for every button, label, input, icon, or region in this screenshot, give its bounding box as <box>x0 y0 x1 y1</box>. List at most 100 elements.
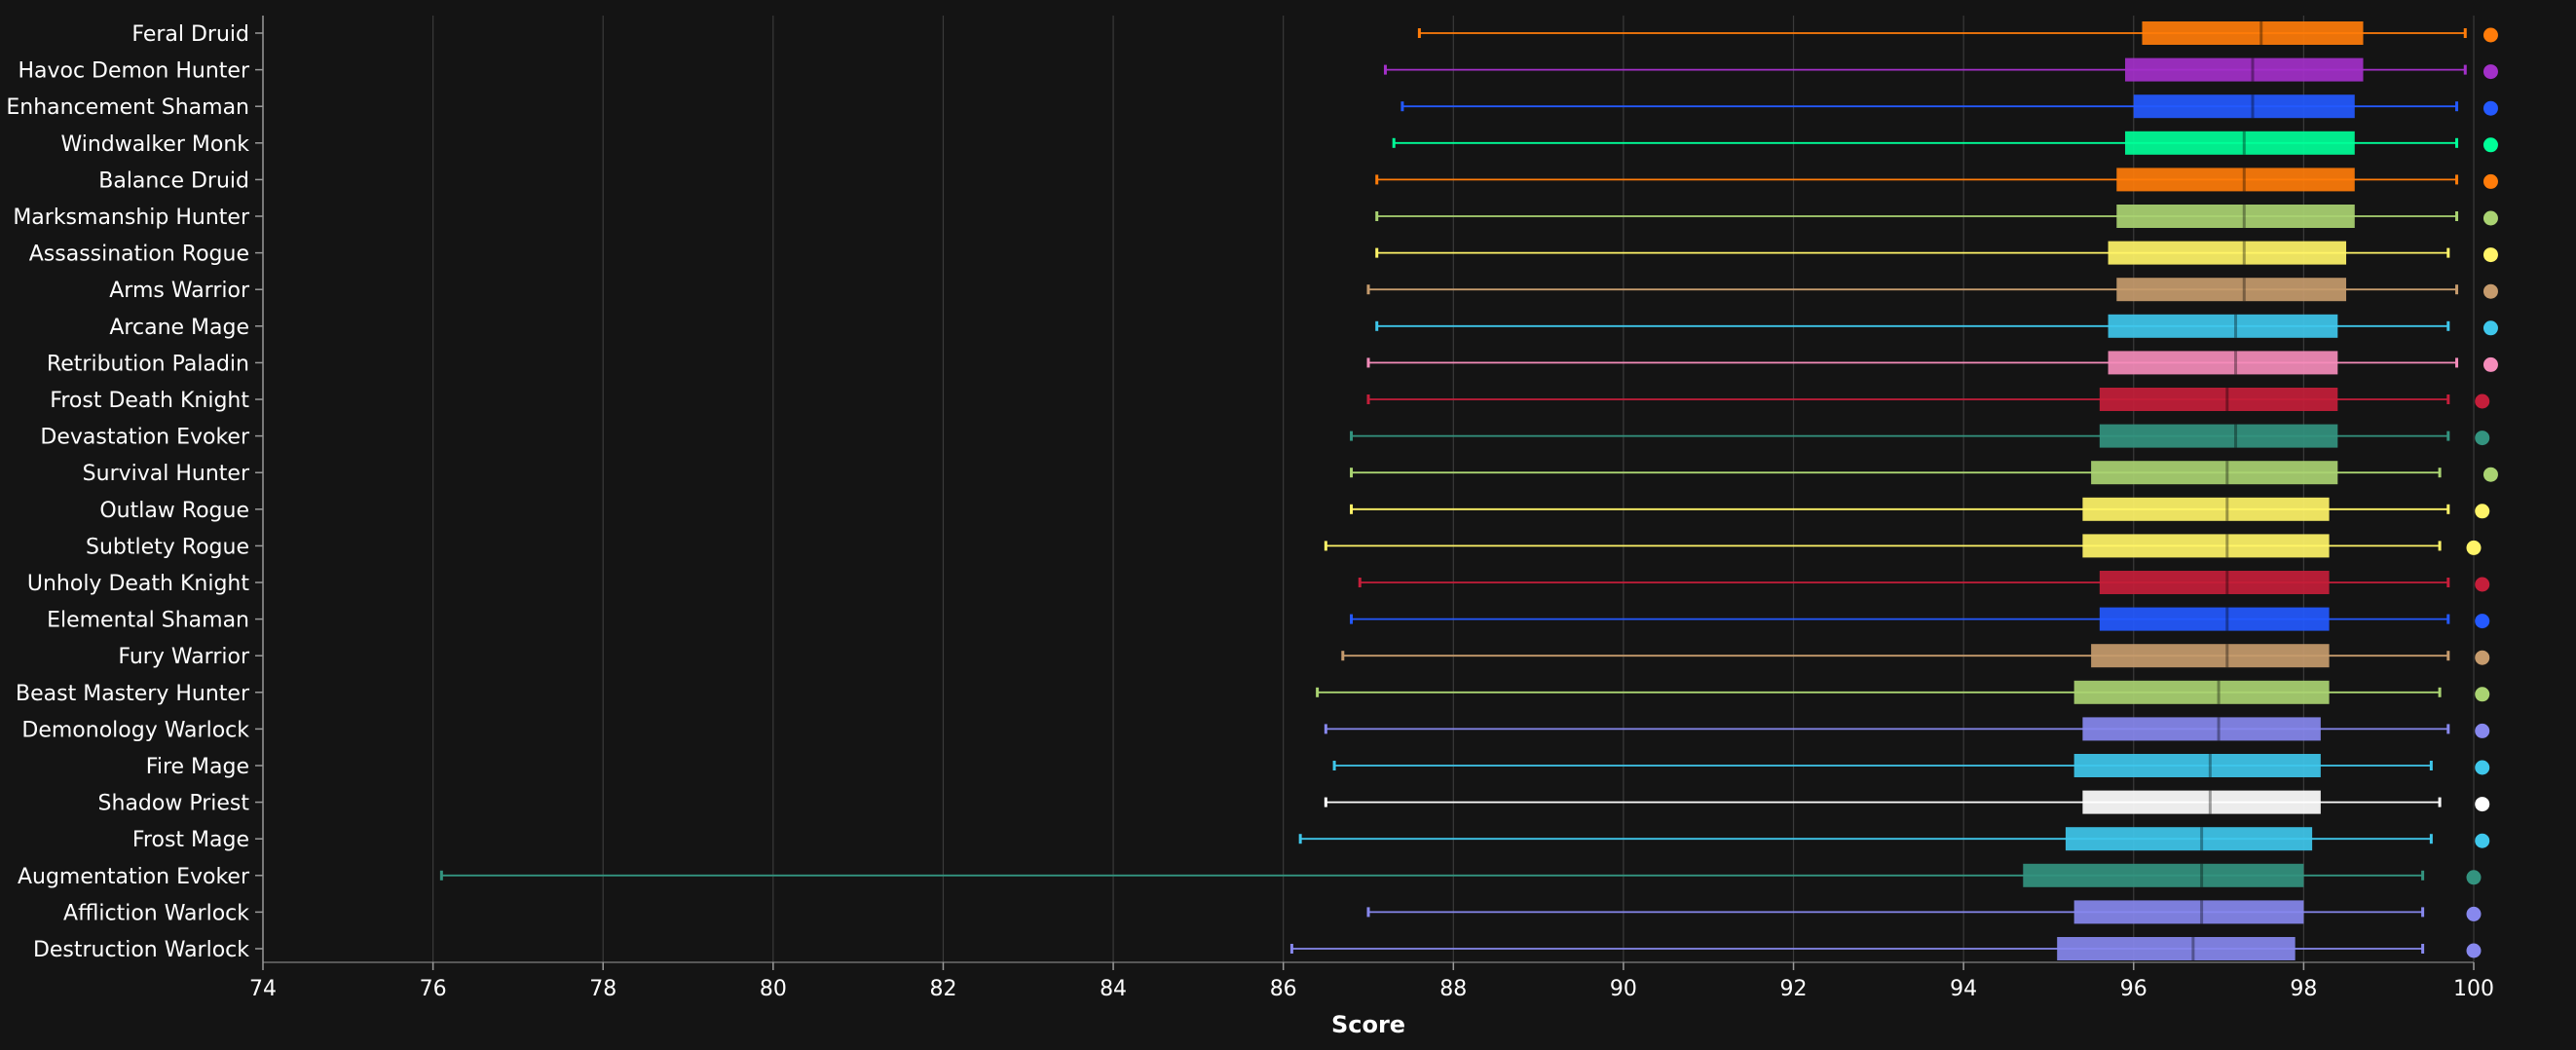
outlier-point <box>2475 797 2490 812</box>
box-retribution-paladin <box>1366 351 2498 375</box>
category-label-enhancement-shaman: Enhancement Shaman <box>6 95 249 120</box>
category-label-survival-hunter: Survival Hunter <box>83 462 250 486</box>
box-augmentation-evoker <box>439 863 2482 887</box>
box-subtlety-rogue <box>1324 534 2482 558</box>
outlier-point <box>2466 943 2482 958</box>
outlier-point <box>2483 100 2498 116</box>
category-label-arms-warrior: Arms Warrior <box>109 279 250 303</box>
category-label-devastation-evoker: Devastation Evoker <box>40 426 250 450</box>
iqr-box <box>2108 314 2338 338</box>
iqr-box <box>2125 57 2364 82</box>
box-marksmanship-hunter <box>1375 205 2498 228</box>
x-tick-label-84: 84 <box>1100 977 1127 1001</box>
iqr-box <box>2091 461 2338 485</box>
gridlines <box>432 16 2475 962</box>
box-havoc-demon-hunter <box>1383 57 2498 82</box>
x-tick-label-100: 100 <box>2453 977 2494 1001</box>
box-assassination-rogue <box>1375 241 2498 265</box>
x-tick-label-74: 74 <box>249 977 277 1001</box>
outlier-point <box>2483 467 2498 482</box>
iqr-box <box>2099 607 2330 631</box>
box-fire-mage <box>1332 754 2490 777</box>
box-fury-warrior <box>1341 644 2490 668</box>
category-label-frost-death-knight: Frost Death Knight <box>50 389 249 413</box>
category-label-destruction-warlock: Destruction Warlock <box>33 938 249 962</box>
category-label-subtlety-rogue: Subtlety Rogue <box>86 535 249 559</box>
iqr-box <box>2023 863 2304 887</box>
box-windwalker-monk <box>1392 131 2498 155</box>
iqr-box <box>2082 534 2330 558</box>
iqr-box <box>2108 241 2347 265</box>
iqr-box <box>2073 900 2304 924</box>
outlier-point <box>2466 906 2482 921</box>
category-label-windwalker-monk: Windwalker Monk <box>60 132 249 157</box>
outlier-point <box>2475 833 2490 848</box>
outlier-point <box>2483 27 2498 43</box>
outlier-point <box>2483 137 2498 153</box>
x-tick-label-86: 86 <box>1270 977 1297 1001</box>
box-beast-mastery-hunter <box>1316 680 2490 704</box>
category-label-unholy-death-knight: Unholy Death Knight <box>27 572 249 596</box>
outlier-point <box>2483 210 2498 226</box>
box-frost-death-knight <box>1366 388 2490 411</box>
iqr-box <box>2116 168 2355 192</box>
category-label-balance-druid: Balance Druid <box>98 169 249 193</box>
outlier-point <box>2475 650 2490 665</box>
outlier-point <box>2475 504 2490 519</box>
box-arcane-mage <box>1375 314 2498 338</box>
box-affliction-warlock <box>1366 900 2482 924</box>
x-tick-label-76: 76 <box>420 977 447 1001</box>
iqr-box <box>2082 790 2321 814</box>
x-tick-label-80: 80 <box>760 977 787 1001</box>
category-label-fire-mage: Fire Mage <box>146 755 249 779</box>
x-tick-label-94: 94 <box>1950 977 1977 1001</box>
iqr-box <box>2073 754 2321 777</box>
iqr-box <box>2057 937 2296 960</box>
x-tick-label-96: 96 <box>2120 977 2147 1001</box>
outlier-point <box>2483 320 2498 336</box>
category-label-beast-mastery-hunter: Beast Mastery Hunter <box>16 682 250 706</box>
category-label-augmentation-evoker: Augmentation Evoker <box>18 865 250 889</box>
axes: 74 76 78 80 82 84 86 88 90 92 94 96 98 100 <box>249 16 2494 1001</box>
x-tick-label-82: 82 <box>929 977 956 1001</box>
iqr-box <box>2082 497 2330 521</box>
box-devastation-evoker <box>1350 424 2490 448</box>
iqr-box <box>2091 644 2330 668</box>
box-elemental-shaman <box>1350 607 2490 631</box>
outlier-point <box>2483 64 2498 80</box>
outlier-point <box>2475 394 2490 409</box>
iqr-box <box>2142 21 2364 45</box>
box-shadow-priest <box>1324 790 2490 814</box>
iqr-box <box>2108 351 2338 375</box>
category-label-frost-mage: Frost Mage <box>132 828 249 852</box>
category-label-fury-warrior: Fury Warrior <box>118 645 250 669</box>
category-label-arcane-mage: Arcane Mage <box>109 316 249 340</box>
box-outlaw-rogue <box>1350 497 2490 521</box>
x-tick-label-92: 92 <box>1780 977 1808 1001</box>
outlier-point <box>2475 577 2490 592</box>
outlier-point <box>2475 723 2490 738</box>
box-arms-warrior <box>1366 278 2498 302</box>
iqr-box <box>2133 94 2355 119</box>
box-unholy-death-knight <box>1358 571 2490 594</box>
outlier-point <box>2466 870 2482 885</box>
category-label-shadow-priest: Shadow Priest <box>98 792 250 816</box>
iqr-box <box>2099 388 2338 411</box>
box-feral-druid <box>1417 21 2498 45</box>
outlier-point <box>2475 760 2490 775</box>
outlier-point <box>2466 540 2482 555</box>
x-tick-label-90: 90 <box>1610 977 1637 1001</box>
iqr-box <box>2082 717 2321 741</box>
x-axis-title: Score <box>1331 1011 1405 1038</box>
iqr-box <box>2099 424 2338 448</box>
outlier-point <box>2475 687 2490 702</box>
category-label-assassination-rogue: Assassination Rogue <box>29 243 249 267</box>
iqr-box <box>2125 131 2355 155</box>
category-label-havoc-demon-hunter: Havoc Demon Hunter <box>18 59 249 84</box>
category-label-elemental-shaman: Elemental Shaman <box>47 609 249 633</box>
category-label-demonology-warlock: Demonology Warlock <box>21 718 249 742</box>
outlier-point <box>2483 173 2498 189</box>
category-label-affliction-warlock: Affliction Warlock <box>63 901 249 925</box>
iqr-box <box>2099 571 2330 594</box>
